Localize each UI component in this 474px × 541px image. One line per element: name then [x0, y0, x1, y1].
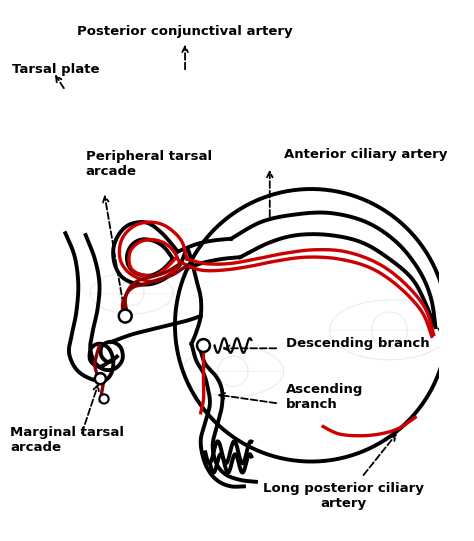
Text: Tarsal plate: Tarsal plate	[12, 63, 100, 76]
Text: Long posterior ciliary
artery: Long posterior ciliary artery	[263, 482, 424, 510]
Circle shape	[95, 373, 106, 384]
Text: Ascending
branch: Ascending branch	[286, 383, 364, 411]
Circle shape	[119, 309, 132, 322]
Text: Marginal tarsal
arcade: Marginal tarsal arcade	[10, 426, 124, 454]
Text: Peripheral tarsal
arcade: Peripheral tarsal arcade	[86, 150, 212, 178]
Text: Descending branch: Descending branch	[286, 337, 430, 350]
Circle shape	[197, 339, 210, 352]
Text: Posterior conjunctival artery: Posterior conjunctival artery	[77, 25, 293, 38]
Circle shape	[100, 394, 109, 404]
Text: Anterior ciliary artery: Anterior ciliary artery	[283, 148, 447, 161]
